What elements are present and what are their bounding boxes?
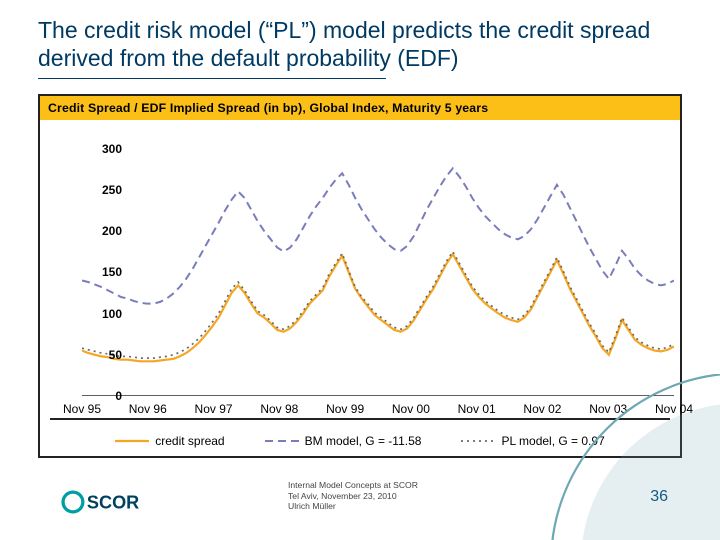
legend-swatch-pl-model — [461, 434, 495, 448]
legend-label: BM model, G = -11.58 — [305, 434, 422, 448]
y-axis-label: 150 — [82, 265, 122, 279]
series-bm_model — [82, 168, 674, 303]
logo-circle-icon — [63, 492, 83, 512]
legend-label: credit spread — [155, 434, 224, 448]
title-underline — [38, 78, 386, 79]
plot-area — [82, 132, 674, 396]
footer-line2: Tel Aviv, November 23, 2010 — [288, 491, 418, 502]
x-axis-label: Nov 98 — [260, 402, 298, 416]
chart-banner: Credit Spread / EDF Implied Spread (in b… — [40, 96, 680, 120]
x-axis-label: Nov 04 — [655, 402, 693, 416]
x-axis-label: Nov 95 — [63, 402, 101, 416]
y-axis-label: 250 — [82, 183, 122, 197]
y-axis-label: 300 — [82, 142, 122, 156]
legend-item-bm-model: BM model, G = -11.58 — [265, 434, 422, 448]
legend-item-credit-spread: credit spread — [115, 434, 224, 448]
y-axis-label: 100 — [82, 307, 122, 321]
page-number: 36 — [650, 488, 668, 506]
slide-title: The credit risk model (“PL”) model predi… — [38, 16, 678, 72]
y-axis-label: 200 — [82, 224, 122, 238]
x-axis-label: Nov 02 — [523, 402, 561, 416]
x-axis-label: Nov 96 — [129, 402, 167, 416]
y-axis-label: 0 — [82, 389, 122, 403]
y-axis-label: 50 — [82, 348, 122, 362]
chart-legend: credit spread BM model, G = -11.58 PL mo… — [40, 428, 680, 454]
series-pl_model — [82, 252, 674, 359]
footer-line3: Ulrich Müller — [288, 501, 418, 512]
x-axis-label: Nov 99 — [326, 402, 364, 416]
legend-label: PL model, G = 0.97 — [501, 434, 604, 448]
legend-item-pl-model: PL model, G = 0.97 — [461, 434, 604, 448]
scor-logo: SCOR — [60, 488, 160, 516]
legend-divider — [50, 418, 670, 420]
line-chart — [82, 132, 674, 396]
logo-text: SCOR — [87, 493, 139, 513]
chart-container: Credit Spread / EDF Implied Spread (in b… — [38, 94, 682, 458]
x-axis-label: Nov 03 — [589, 402, 627, 416]
x-axis-label: Nov 00 — [392, 402, 430, 416]
legend-swatch-credit-spread — [115, 434, 149, 448]
legend-swatch-bm-model — [265, 434, 299, 448]
footer-line1: Internal Model Concepts at SCOR — [288, 480, 418, 491]
x-axis-label: Nov 01 — [458, 402, 496, 416]
x-axis-label: Nov 97 — [195, 402, 233, 416]
series-credit_spread — [82, 254, 674, 361]
footer-text: Internal Model Concepts at SCOR Tel Aviv… — [288, 480, 418, 512]
